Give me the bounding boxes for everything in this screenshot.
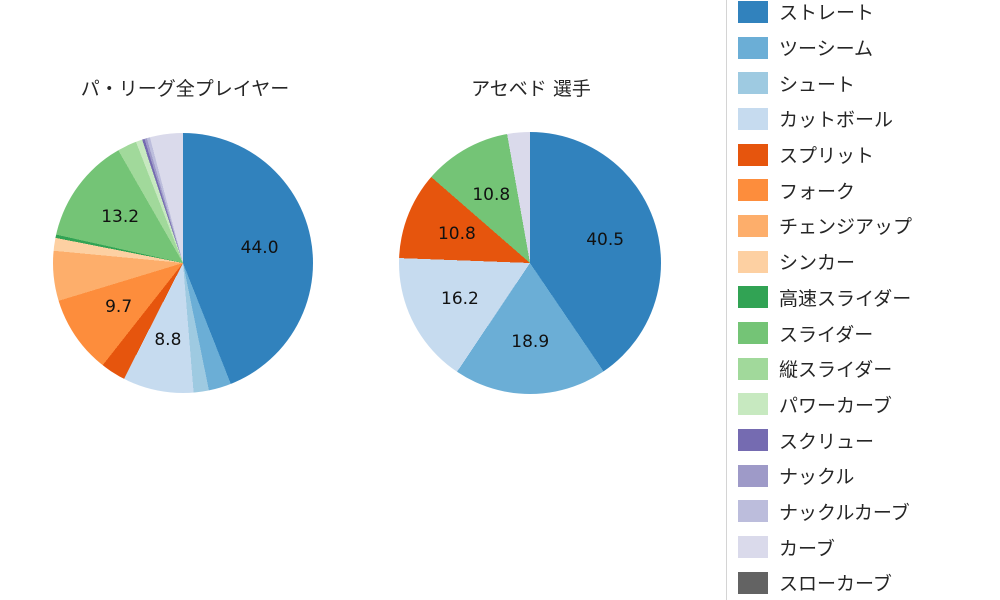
legend-item-label: 高速スライダー	[779, 287, 912, 310]
legend-swatch	[738, 357, 768, 380]
legend-item-label: カーブ	[779, 537, 835, 560]
legend-swatch	[738, 286, 768, 309]
legend-item: シンカー	[738, 244, 1000, 280]
pie-slice-label: 13.2	[101, 206, 140, 227]
legend-item: チェンジアップ	[738, 208, 1000, 244]
legend-item: シュート	[738, 65, 1000, 101]
legend-item: フォーク	[738, 172, 1000, 208]
legend: ストレートツーシームシュートカットボール スプリットフォークチェンジアップ シンカー…	[726, 0, 1000, 600]
legend-item-label: スプリット	[779, 145, 875, 168]
legend-swatch	[738, 36, 768, 59]
legend-item: カットボール	[738, 101, 1000, 137]
pie-slice-label: 18.9	[511, 331, 550, 352]
legend-swatch	[738, 322, 768, 345]
legend-swatch	[738, 500, 768, 523]
pie-slice-label: 40.5	[586, 229, 625, 250]
legend-swatch	[738, 214, 768, 237]
legend-item: ナックルカーブ	[738, 494, 1000, 530]
legend-swatch	[738, 72, 768, 95]
chart-title-player: アセベド 選手	[471, 78, 591, 100]
pie-slice-label: 10.8	[437, 224, 476, 245]
legend-item: ツーシーム	[738, 30, 1000, 66]
legend-item-label: ツーシーム	[779, 38, 874, 61]
pie-chart-player: 40.5 18.9 16.2 10.8 10.8	[399, 132, 661, 394]
legend-swatch	[738, 143, 768, 166]
legend-item-label: カットボール	[779, 109, 894, 132]
legend-item-label: スライダー	[779, 323, 874, 346]
pie-slice-label: 8.8	[154, 329, 182, 350]
legend-swatch	[738, 107, 768, 130]
legend-item-label: ストレート	[779, 2, 875, 25]
legend-swatch	[738, 464, 768, 487]
legend-swatch	[738, 0, 768, 23]
legend-item-label: シンカー	[779, 252, 856, 275]
legend-swatch	[738, 429, 768, 452]
legend-item: カーブ	[738, 529, 1000, 565]
legend-item: ストレート	[738, 0, 1000, 30]
legend-item: スライダー	[738, 315, 1000, 351]
pie-chart-league: 44.0 8.8 9.7 13.2	[53, 133, 313, 393]
legend-item-label: ナックル	[779, 466, 855, 489]
legend-item-label: シュート	[779, 73, 856, 96]
legend-swatch	[738, 250, 768, 273]
legend-item: ナックル	[738, 458, 1000, 494]
legend-item: スクリュー	[738, 422, 1000, 458]
pie-slice-label: 44.0	[240, 238, 279, 259]
legend-item: 高速スライダー	[738, 280, 1000, 316]
legend-item-label: 縦スライダー	[779, 359, 893, 382]
legend-swatch	[738, 571, 768, 594]
legend-item-label: パワーカーブ	[779, 394, 892, 417]
legend-item: パワーカーブ	[738, 387, 1000, 423]
legend-item-label: スクリュー	[779, 430, 875, 453]
legend-item-label: ナックルカーブ	[779, 501, 910, 524]
legend-item-label: フォーク	[779, 180, 856, 203]
legend-item: スローカーブ	[738, 565, 1000, 600]
pie-slice-label: 10.8	[472, 184, 511, 205]
legend-swatch	[738, 536, 768, 559]
legend-item-label: スローカーブ	[779, 573, 892, 596]
legend-item-label: チェンジアップ	[779, 216, 913, 239]
legend-swatch	[738, 393, 768, 416]
legend-swatch	[738, 179, 768, 202]
legend-item: 縦スライダー	[738, 351, 1000, 387]
legend-item: スプリット	[738, 137, 1000, 173]
pie-slice-label: 16.2	[441, 288, 479, 309]
pie-slice-label: 9.7	[105, 297, 133, 318]
chart-title-league: パ・リーグ全プレイヤー	[80, 78, 290, 100]
